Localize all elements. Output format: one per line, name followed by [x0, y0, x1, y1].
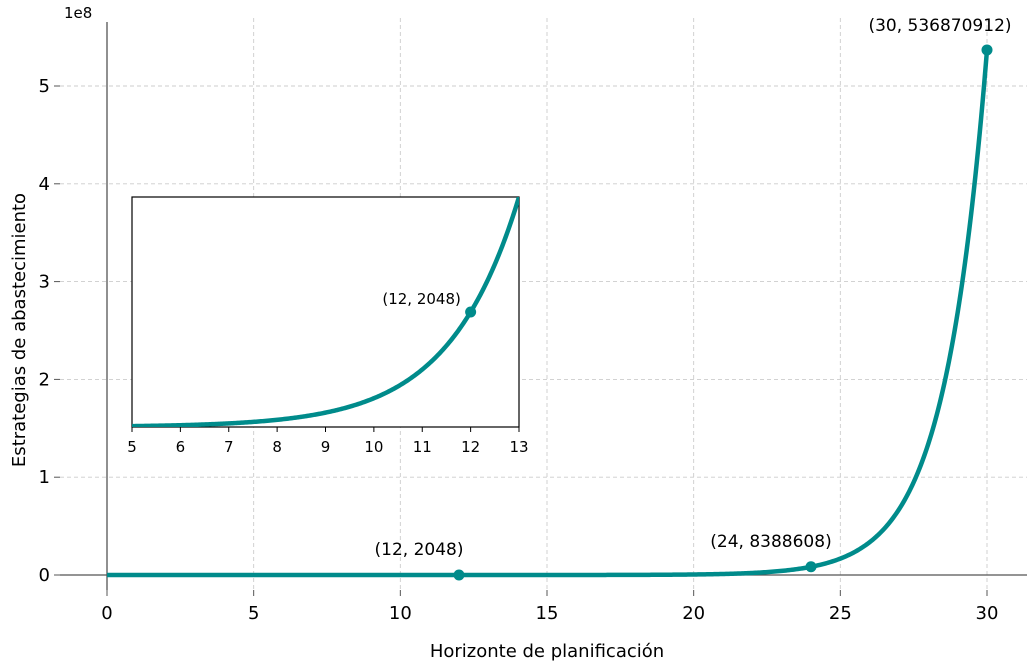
inset-x-tick-label: 12	[461, 438, 480, 456]
highlighted-points: (12, 2048) (24, 8388608) (30, 536870912)	[375, 16, 1012, 581]
x-tick-label: 5	[248, 603, 259, 624]
y-tick-label: 5	[39, 76, 50, 97]
x-tick-label: 25	[829, 603, 852, 624]
inset-x-tick-label: 8	[272, 438, 282, 456]
series-line	[106, 49, 990, 578]
x-tick-label: 10	[389, 603, 412, 624]
data-point-label: (12, 2048)	[375, 540, 464, 560]
data-point	[453, 569, 465, 581]
inset-x-tick-label: 7	[224, 438, 234, 456]
inset-x-tick-label: 13	[509, 438, 528, 456]
inset-chart: 5 6 7 8 9 10 11 12 13 (12, 2048)	[127, 196, 529, 456]
y-tick-label: 0	[39, 565, 50, 586]
data-point	[805, 561, 817, 573]
data-point-label: (30, 536870912)	[868, 16, 1011, 36]
y-exponent-label: 1e8	[64, 4, 92, 22]
inset-x-tick-label: 9	[321, 438, 331, 456]
x-axis-title: Horizonte de planificación	[430, 641, 664, 662]
inset-x-tick-label: 10	[364, 438, 383, 456]
inset-frame	[131, 196, 520, 428]
inset-series-line	[132, 197, 519, 427]
data-point	[981, 44, 993, 56]
main-series	[106, 49, 990, 578]
y-tick-label: 3	[39, 272, 50, 293]
y-tick-label: 2	[39, 369, 50, 390]
y-tick-label: 1	[39, 467, 50, 488]
inset-x-tick-label: 11	[413, 438, 432, 456]
x-tick-label: 0	[101, 603, 112, 624]
inset-data-point	[465, 306, 477, 318]
inset-x-tick-label: 5	[127, 438, 137, 456]
x-tick-label: 20	[682, 603, 705, 624]
y-axis-title: Estrategias de abastecimiento	[9, 193, 30, 467]
x-tick-label: 30	[976, 603, 999, 624]
data-point-label: (24, 8388608)	[710, 532, 831, 552]
y-tick-label: 4	[39, 174, 50, 195]
inset-data-point-label: (12, 2048)	[382, 290, 461, 308]
inset-x-tick-label: 6	[176, 438, 186, 456]
x-tick-label: 15	[536, 603, 559, 624]
